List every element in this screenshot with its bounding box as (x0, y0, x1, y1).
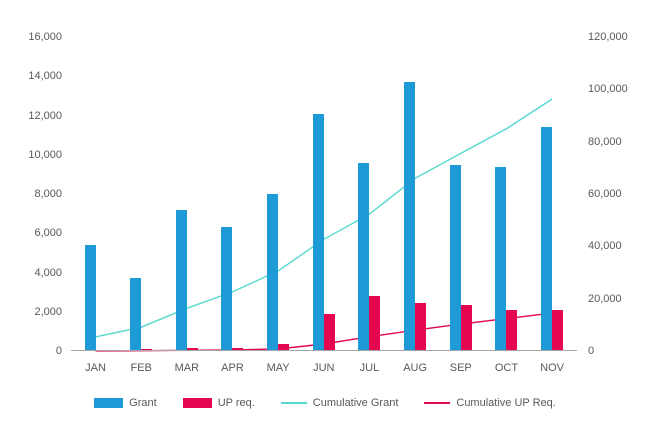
y-axis-tick-right: 60,000 (588, 188, 622, 200)
x-axis-label: JUN (313, 362, 335, 374)
y-axis-tick-left: 2,000 (34, 305, 62, 318)
x-axis-label: SEP (449, 362, 472, 374)
y-axis-tick-right: 100,000 (588, 83, 628, 96)
up-req-swatch-icon (182, 398, 212, 408)
y-axis-tick-left: 10,000 (28, 148, 62, 161)
x-axis-label: FEB (130, 362, 152, 374)
x-axis-label: AUG (403, 362, 428, 374)
up-req-bar-jun (323, 314, 335, 351)
up-req-bar-jul (369, 296, 381, 351)
up-req-bar-may (278, 344, 290, 351)
y-axis-tick-left: 0 (55, 345, 62, 357)
legend-item-cumulative-grant: Cumulative Grant (280, 397, 399, 409)
y-axis-tick-left: 12,000 (28, 109, 62, 122)
y-axis-tick-left: 6,000 (34, 227, 62, 240)
legend-label-grant: Grant (129, 397, 157, 409)
x-axis-label: OCT (494, 362, 519, 374)
grant-bar-feb (130, 278, 142, 351)
y-axis-tick-left: 4,000 (34, 266, 62, 279)
x-axis-line (71, 350, 577, 351)
legend-label-cumulative-up-req: Cumulative UP Req. (456, 397, 556, 409)
legend: Grant UP req. Cumulative Grant Cumulativ… (0, 392, 650, 414)
legend-item-cumulative-up-req: Cumulative UP Req. (424, 397, 556, 409)
grant-bar-mar (175, 210, 187, 351)
y-axis-tick-right: 0 (588, 345, 595, 357)
y-axis-tick-left: 14,000 (28, 70, 62, 83)
y-axis-tick-right: 20,000 (588, 292, 622, 305)
cumulative-grant-swatch-icon (280, 402, 307, 404)
y-axis-tick-right: 40,000 (588, 240, 622, 253)
grant-bar-jan (84, 245, 96, 351)
grant-bar-sep (449, 165, 461, 351)
grant-bar-jul (358, 163, 370, 351)
y-axis-tick-right: 120,000 (588, 31, 628, 43)
cumulative-up-req-swatch-icon (424, 402, 451, 404)
x-axis-label: MAY (266, 362, 290, 374)
y-axis-tick-left: 8,000 (34, 188, 62, 200)
grant-bar-apr (221, 227, 233, 351)
grant-bar-aug (404, 82, 416, 351)
up-req-bar-aug (415, 303, 427, 351)
x-axis-label: MAR (174, 362, 200, 374)
up-req-bar-mar (186, 348, 198, 351)
grant-swatch-icon (94, 398, 124, 408)
grant-bar-nov (541, 127, 553, 351)
grant-bar-may (267, 194, 279, 351)
x-axis-label: APR (221, 362, 244, 374)
up-req-bar-oct (506, 310, 518, 351)
legend-item-grant: Grant (94, 397, 157, 409)
up-req-bar-nov (552, 310, 564, 351)
up-req-bar-sep (460, 305, 472, 351)
legend-label-cumulative-grant: Cumulative Grant (312, 397, 399, 409)
grant-bar-oct (495, 167, 507, 351)
x-axis-label: JAN (85, 362, 106, 374)
y-axis-tick-right: 80,000 (588, 135, 622, 148)
x-axis-label: JUL (359, 362, 380, 374)
up-req-bar-apr (232, 348, 244, 351)
legend-label-up-req: UP req. (217, 397, 255, 409)
grant-bar-jun (312, 114, 324, 351)
legend-item-up-req: UP req. (182, 397, 255, 409)
x-axis-label: NOV (540, 362, 565, 374)
y-axis-tick-left: 16,000 (28, 31, 62, 43)
cumulative-grant-line (95, 98, 553, 338)
